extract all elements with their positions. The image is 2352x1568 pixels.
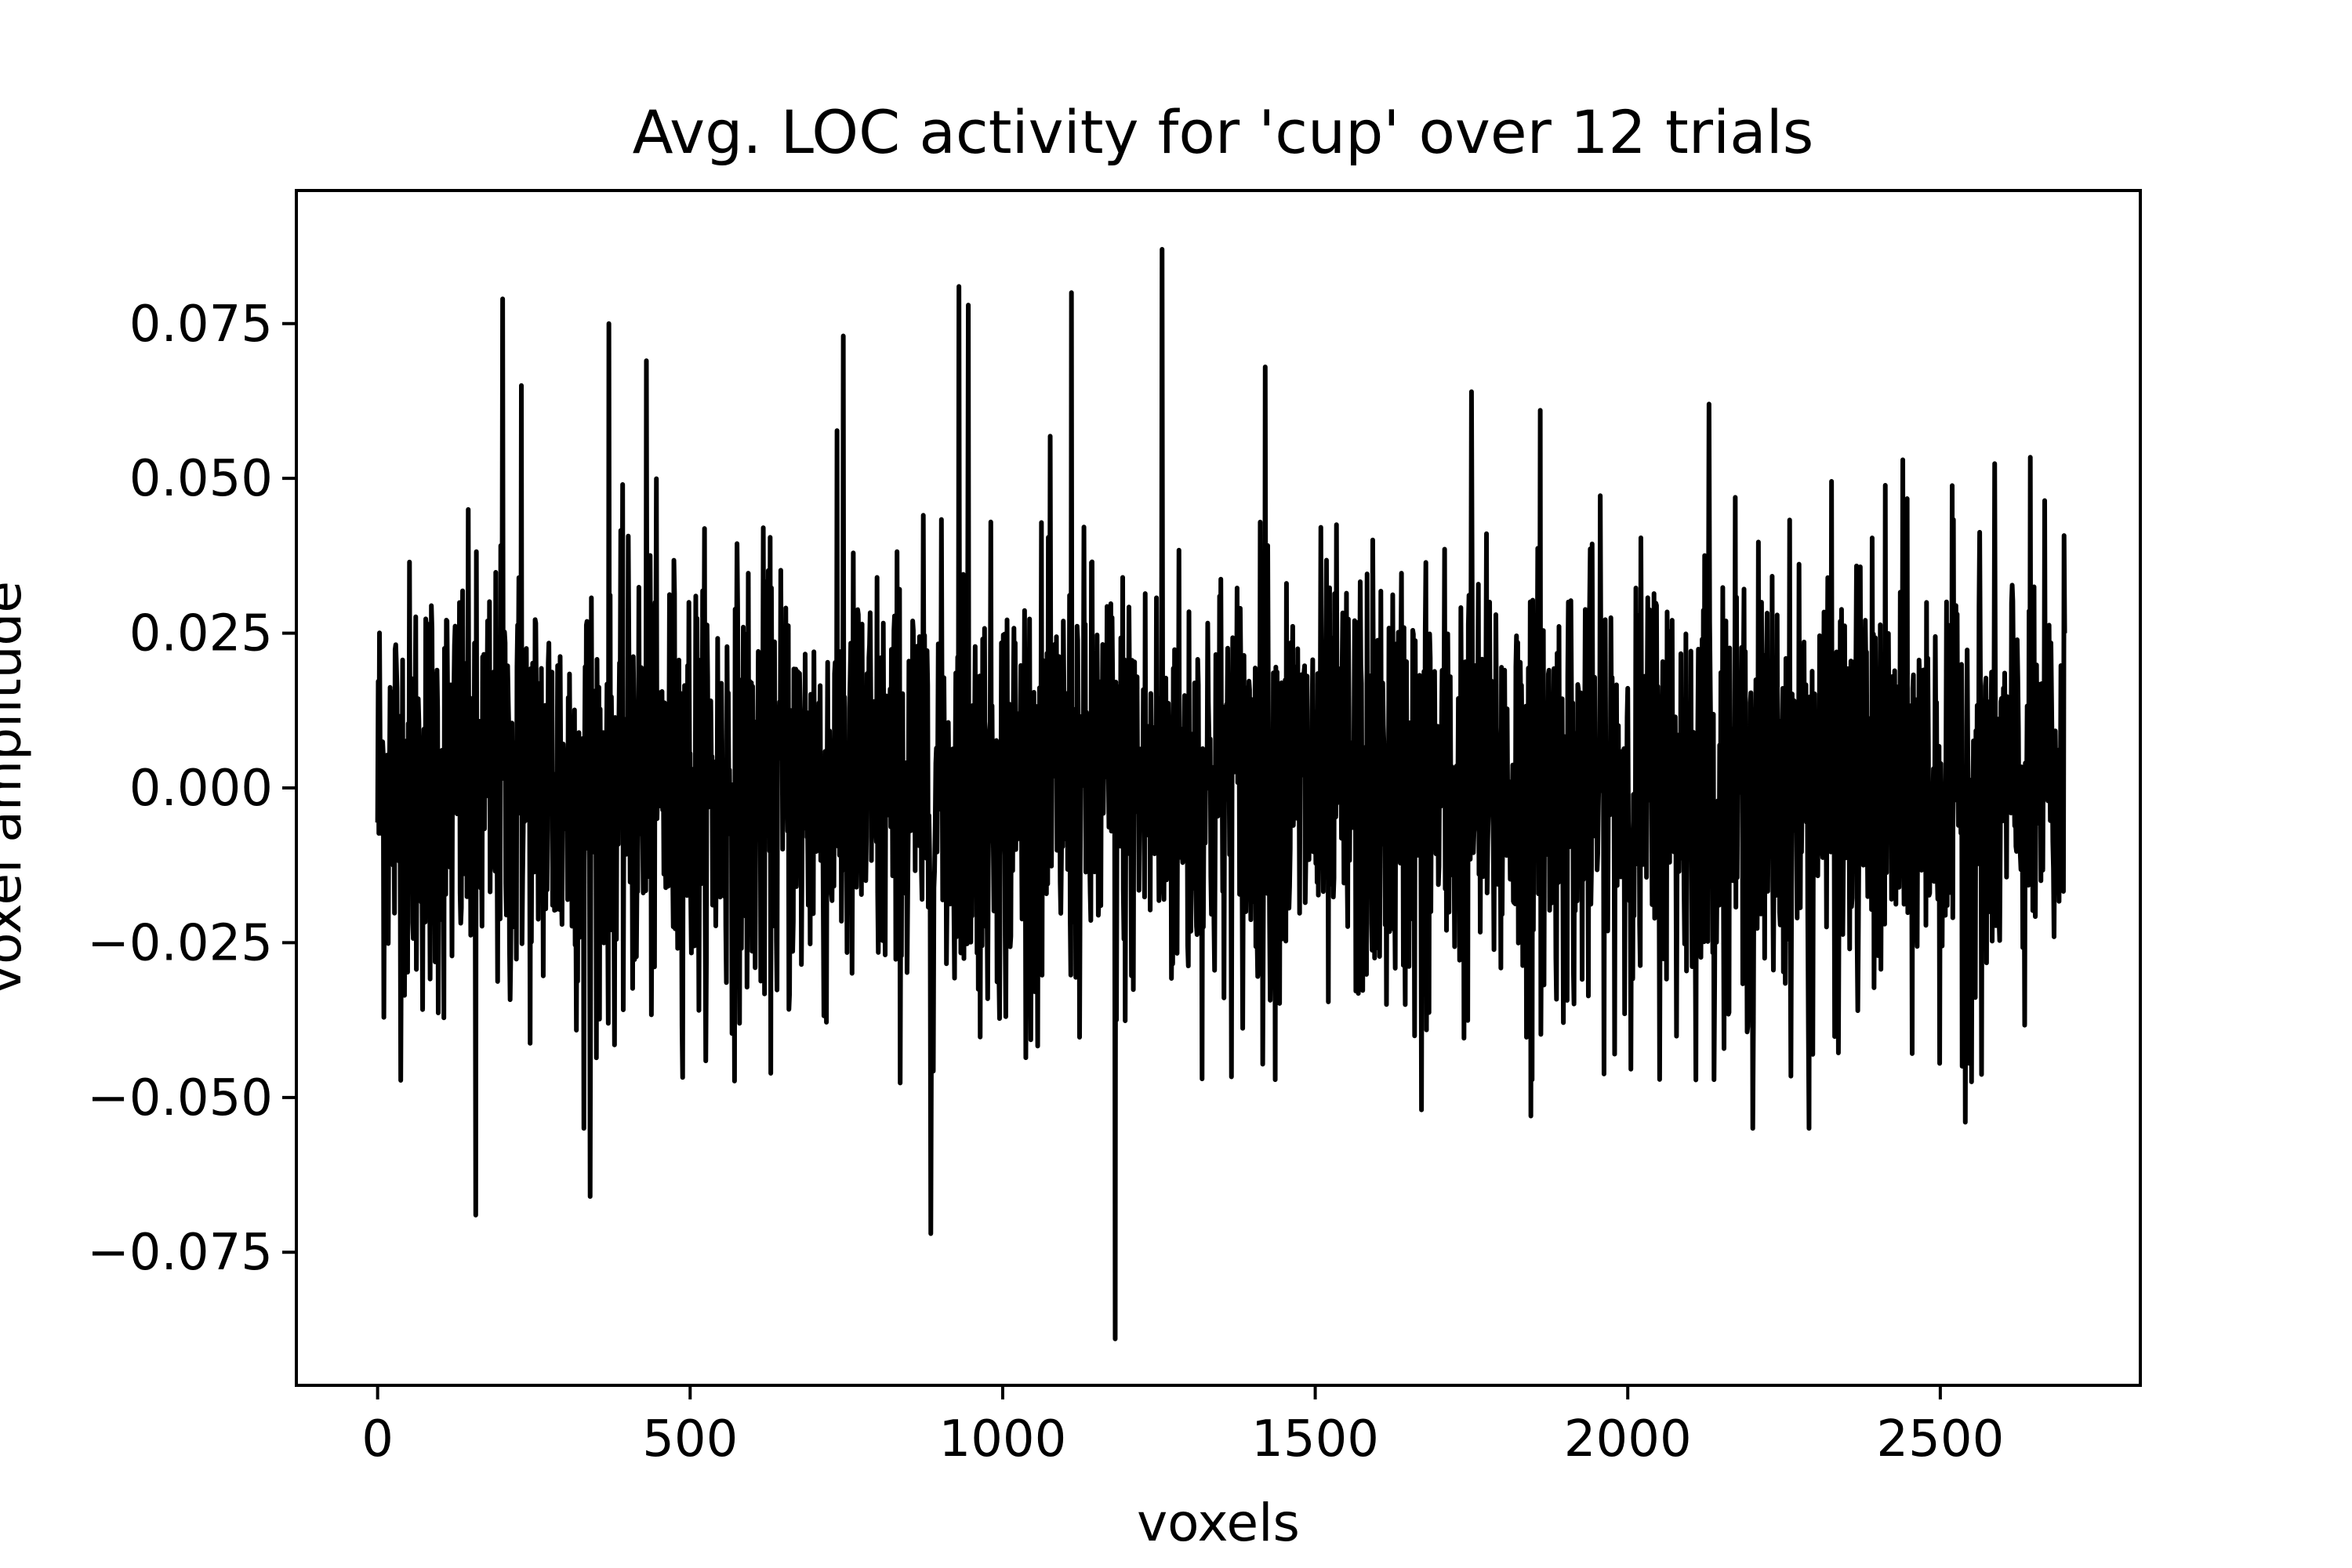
y-tick-label: −0.075 <box>87 1224 273 1282</box>
y-tick-label: 0.025 <box>129 605 273 663</box>
series-line <box>375 247 2067 1341</box>
y-axis-label: voxel amplitude <box>0 581 33 995</box>
x-tick-label: 2000 <box>1564 1410 1692 1468</box>
x-axis: 0 500 1000 1500 2000 2500 <box>361 1385 2004 1468</box>
x-tick-label: 2500 <box>1876 1410 2004 1468</box>
y-tick-label: −0.050 <box>87 1069 273 1127</box>
chart-title: Avg. LOC activity for 'cup' over 12 tria… <box>633 97 1814 167</box>
y-tick-label: 0.075 <box>129 296 273 354</box>
x-tick-label: 500 <box>642 1410 738 1468</box>
x-tick-label: 1500 <box>1251 1410 1379 1468</box>
series-layer <box>375 247 2067 1341</box>
y-tick-label: −0.025 <box>87 914 273 972</box>
y-tick-label: 0.000 <box>129 760 273 818</box>
y-tick-label: 0.050 <box>129 450 273 508</box>
x-tick-label: 1000 <box>938 1410 1066 1468</box>
y-axis: 0.075 0.050 0.025 0.000 −0.025 −0.050 −0.075 <box>87 296 296 1282</box>
x-axis-label: voxels <box>1137 1493 1300 1553</box>
x-tick-label: 0 <box>361 1410 394 1468</box>
